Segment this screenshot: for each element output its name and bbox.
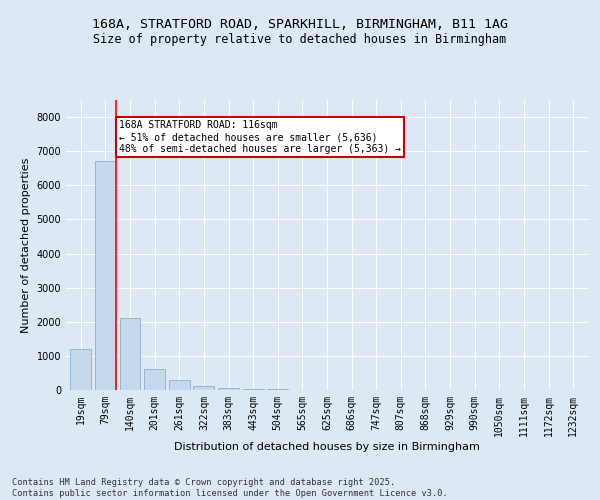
Bar [193, 386, 214, 390]
Text: Contains HM Land Registry data © Crown copyright and database right 2025.
Contai: Contains HM Land Registry data © Crown c… [12, 478, 448, 498]
Text: 168A STRATFORD ROAD: 116sqm
← 51% of detached houses are smaller (5,636)
48% of : 168A STRATFORD ROAD: 116sqm ← 51% of det… [119, 120, 401, 154]
Y-axis label: Number of detached properties: Number of detached properties [21, 158, 31, 332]
Bar [169, 380, 190, 390]
X-axis label: Distribution of detached houses by size in Birmingham: Distribution of detached houses by size … [174, 442, 480, 452]
Bar [119, 318, 140, 390]
Bar [144, 369, 165, 390]
Text: 168A, STRATFORD ROAD, SPARKHILL, BIRMINGHAM, B11 1AG: 168A, STRATFORD ROAD, SPARKHILL, BIRMING… [92, 18, 508, 30]
Bar [95, 162, 116, 390]
Bar [70, 349, 91, 390]
Bar [218, 388, 239, 390]
Text: Size of property relative to detached houses in Birmingham: Size of property relative to detached ho… [94, 32, 506, 46]
Bar [242, 389, 263, 390]
